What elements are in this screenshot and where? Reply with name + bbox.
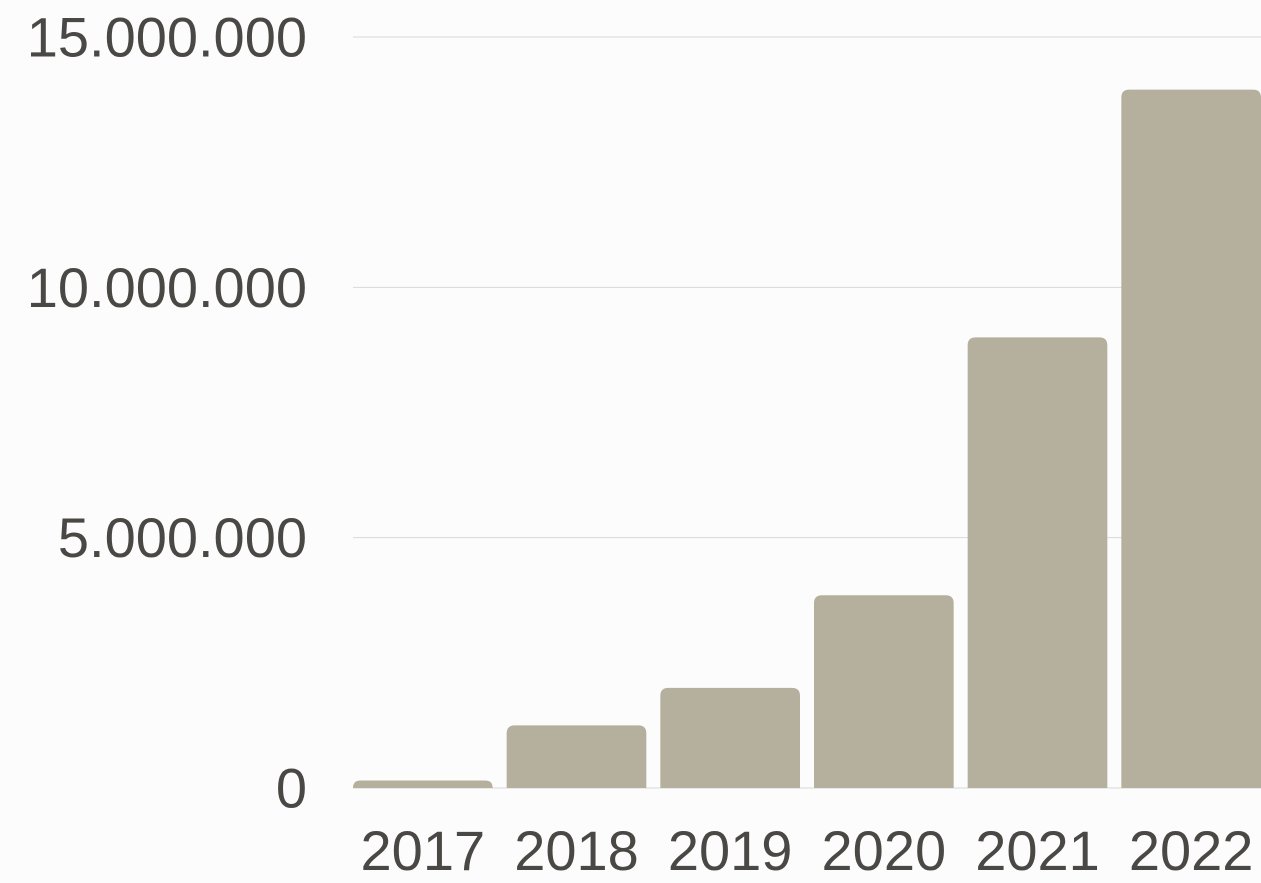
x-tick-label: 2022 xyxy=(1129,819,1254,882)
bar-2019 xyxy=(660,687,800,788)
y-tick-label: 10.000.000 xyxy=(27,256,307,319)
bar-2022 xyxy=(1121,89,1261,788)
gridlines xyxy=(353,36,1261,789)
x-tick-label: 2017 xyxy=(361,819,486,882)
x-axis-tick-labels: 2017 2018 2019 2020 2021 2022 xyxy=(361,819,1254,882)
x-tick-label: 2020 xyxy=(822,819,947,882)
x-tick-label: 2021 xyxy=(975,819,1100,882)
y-tick-label: 5.000.000 xyxy=(58,506,307,569)
bars xyxy=(353,89,1261,788)
bar-2017 xyxy=(353,780,493,788)
y-axis-tick-labels: 0 5.000.000 10.000.000 15.000.000 xyxy=(27,6,307,820)
bar-2020 xyxy=(814,595,954,788)
bar-2018 xyxy=(506,725,647,788)
x-tick-label: 2019 xyxy=(668,819,793,882)
y-tick-label: 0 xyxy=(276,757,307,820)
x-tick-label: 2018 xyxy=(514,819,639,882)
bar-2021 xyxy=(967,337,1108,788)
y-tick-label: 15.000.000 xyxy=(27,6,307,69)
